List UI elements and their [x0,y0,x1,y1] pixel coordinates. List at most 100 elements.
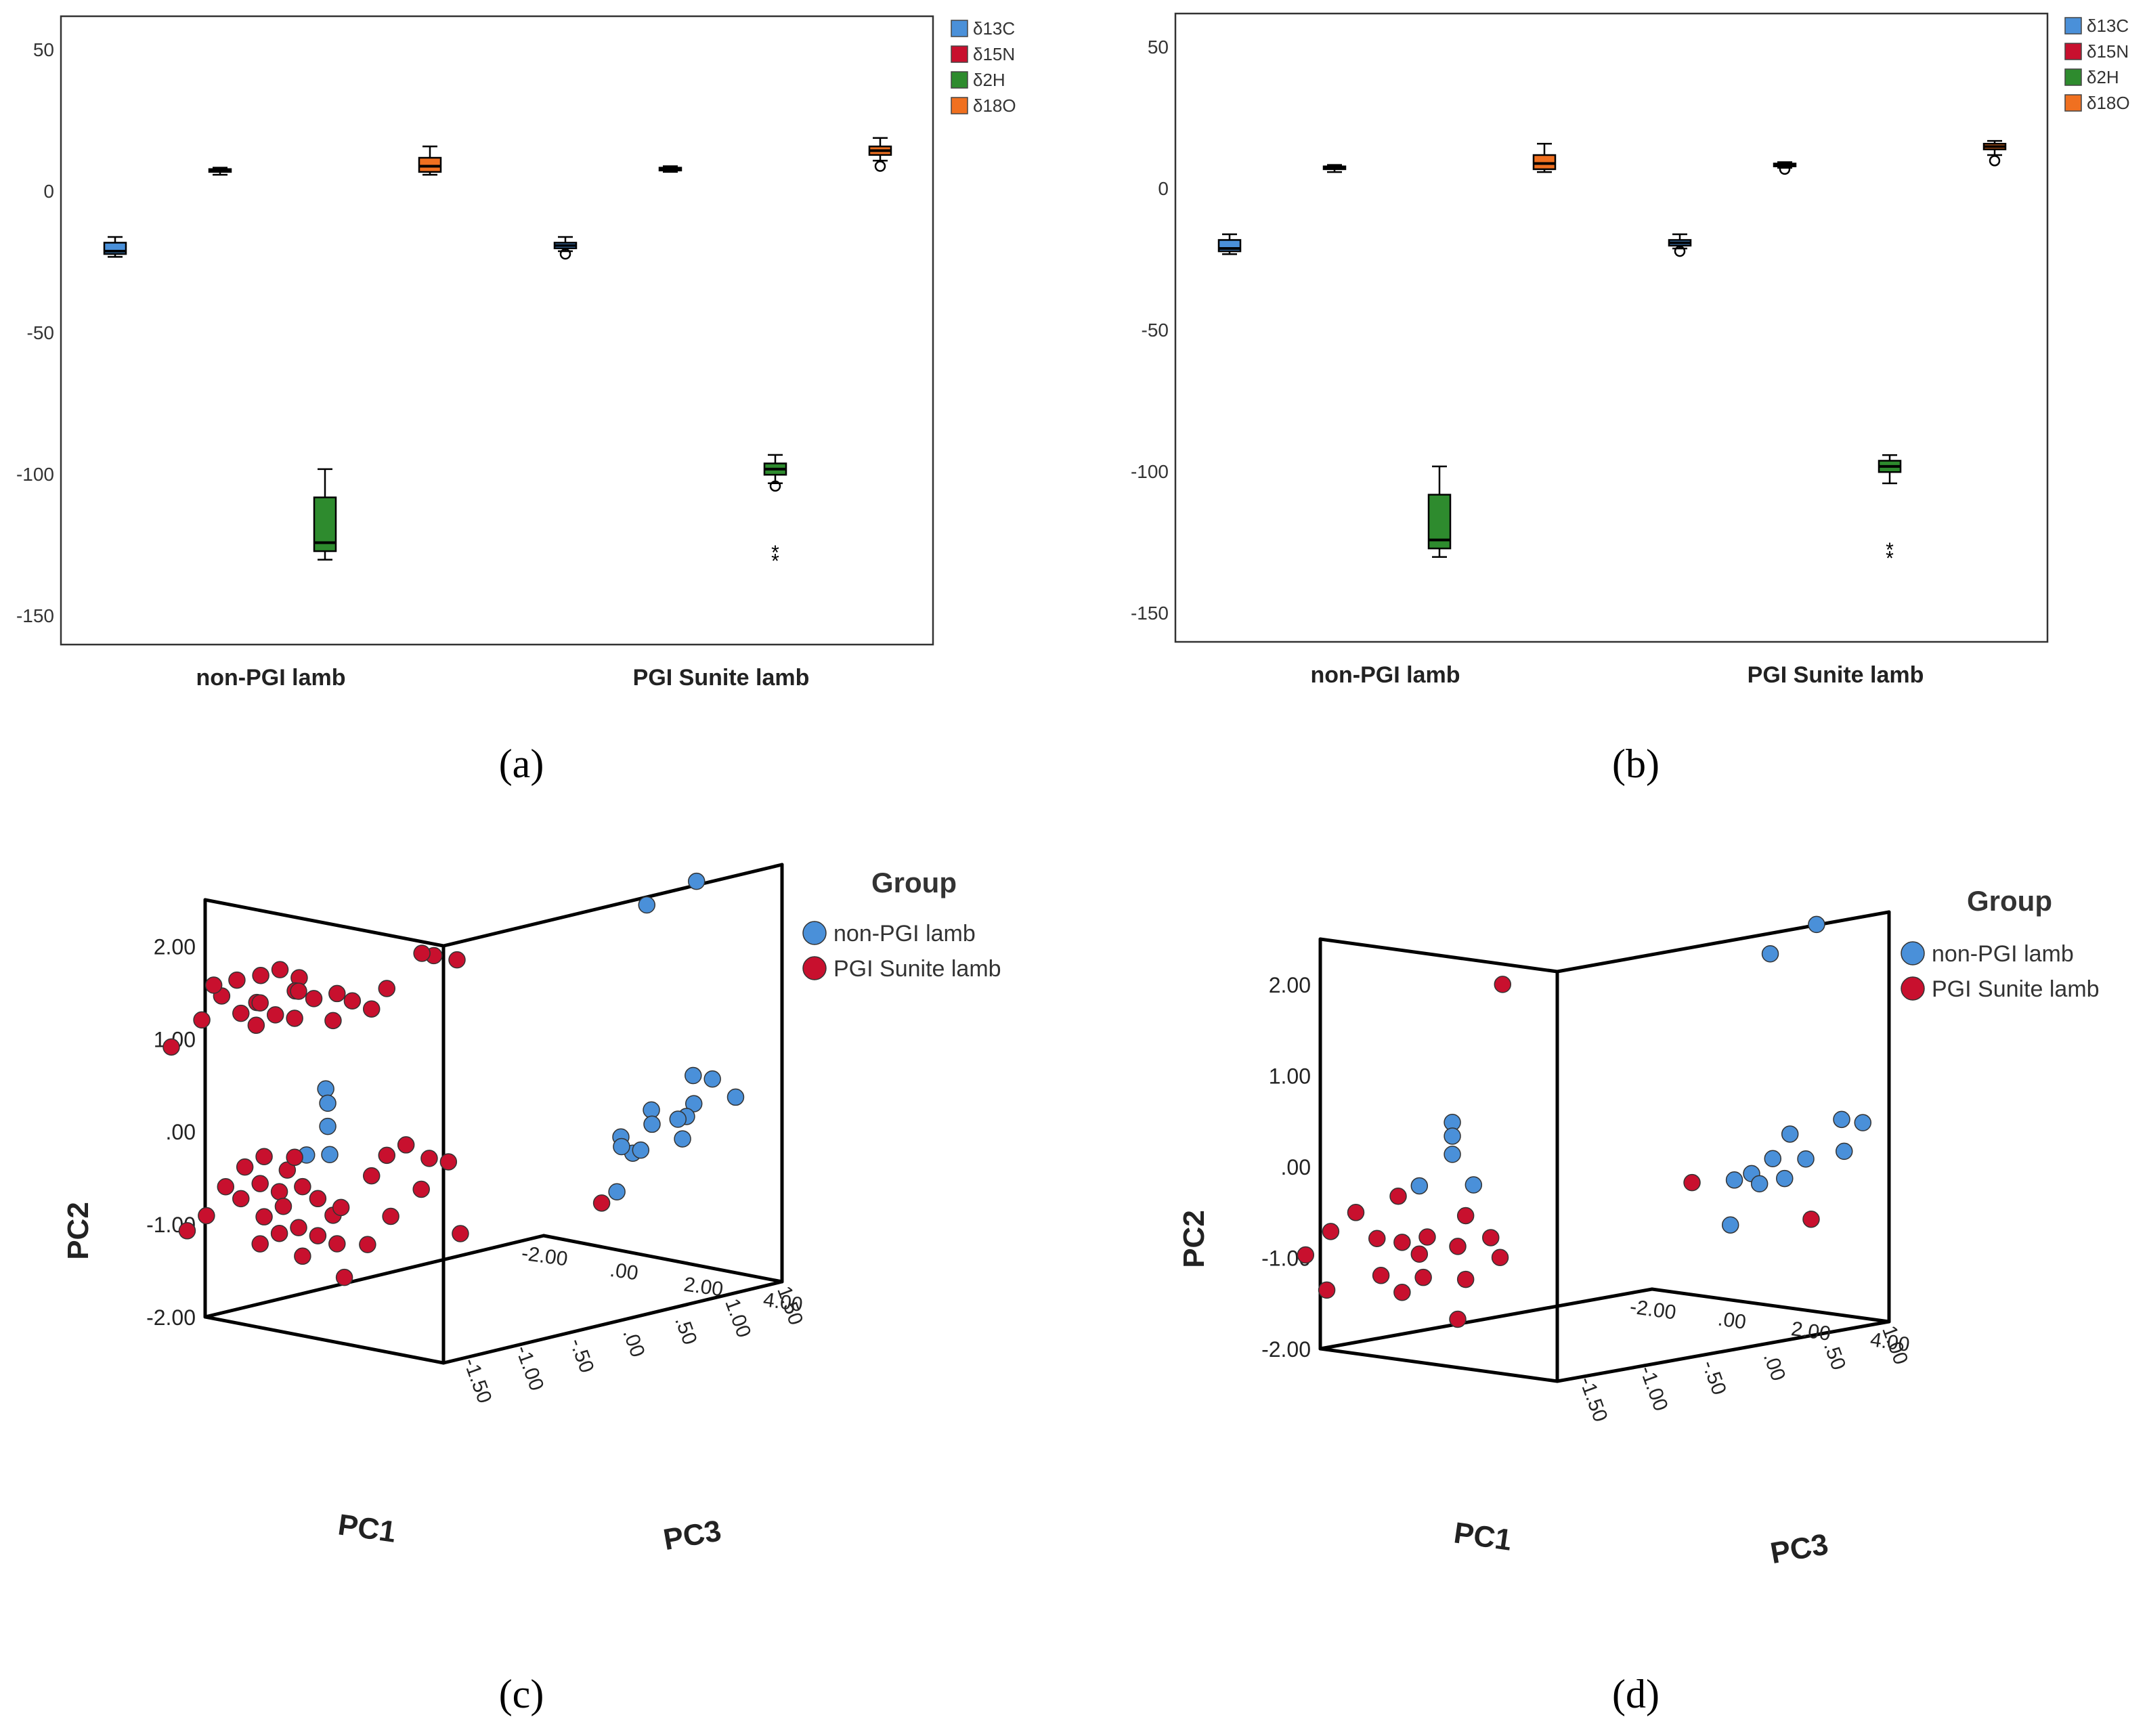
legend-label: δ13C [2087,16,2129,36]
plot-frame [1174,12,2049,643]
box [418,156,442,173]
data-point [335,1268,353,1286]
box-δ18O-1 [868,137,892,172]
data-point [1491,1249,1509,1266]
data-point [413,945,431,962]
data-point [1494,976,1512,993]
data-point [382,1207,399,1225]
data-point [1764,1150,1782,1168]
y-tick-label: -2.00 [1261,1337,1311,1362]
y-tick-label: -150 [1131,603,1169,624]
x-tick-label: 2.00 [1790,1318,1831,1345]
data-point [613,1137,630,1156]
category-label: non-PGI lamb [1311,662,1460,688]
outlier [1674,245,1686,257]
data-point [1297,1246,1315,1264]
y-tick-label: -100 [1131,461,1169,482]
panel-caption: (a) [499,741,544,786]
data-point [1393,1284,1411,1301]
back-top-edge-right [1555,910,1891,974]
data-point [294,1177,311,1196]
data-point [309,1190,327,1208]
scatter3d-panel-c: 2.001.00.00-1.00-2.00-2.00.002.004.001.5… [62,863,1001,1716]
box-δ13C-1 [553,236,578,260]
legend-swatch [951,20,968,37]
box-δ13C-0 [1217,233,1242,255]
back-top-edge-left [1318,937,1559,974]
legend-swatch [2064,68,2082,86]
data-point [359,1236,376,1253]
data-point [255,1148,273,1165]
floor-back-edge-right [441,1280,784,1365]
data-point [290,982,307,1000]
box-δ13C-0 [103,236,127,258]
axis-label-pc1: PC1 [1452,1516,1514,1557]
extreme-outlier: * [771,542,779,564]
legend-marker [1901,941,1925,965]
z-tick-label: 1.00 [720,1296,755,1341]
z-tick-label: .00 [618,1326,649,1360]
axis-label-pc2: PC2 [62,1202,95,1260]
y-tick-label: -50 [1142,320,1169,341]
data-point [270,1183,288,1200]
extreme-outlier: * [1886,547,1894,569]
data-point [251,1175,269,1192]
box-δ18O-0 [1532,143,1557,173]
outlier [1989,155,2001,167]
data-point [251,994,269,1012]
data-point [321,1146,339,1164]
outlier [874,160,886,172]
data-point [198,1207,215,1225]
data-point [1781,1125,1799,1143]
data-point [685,1095,703,1112]
data-point [1372,1267,1390,1284]
category-label: PGI Sunite lamb [633,665,810,691]
box-δ13C-1 [1668,233,1692,257]
data-point [1833,1110,1850,1129]
axis-label-pc1: PC1 [336,1508,398,1548]
z-tick-label: -1.00 [1635,1363,1672,1414]
data-point [309,1227,327,1244]
box-δ15N-1 [658,165,682,173]
series-pgi-sunite-lamb [1297,976,1820,1328]
legend-label: δ2H [973,70,1005,90]
z-tick-label: -1.50 [459,1355,496,1406]
data-point [362,1167,381,1185]
data-point [1835,1142,1853,1160]
data-point [1410,1245,1429,1263]
box-δ15N-0 [1322,164,1347,173]
data-point [1721,1216,1739,1234]
y-tick-label: 0 [43,181,54,202]
data-point [232,1004,250,1022]
plot-frame [60,15,934,646]
data-point [1808,915,1825,934]
y-tick-label: 2.00 [1269,973,1311,997]
y-tick-label: 1.00 [1269,1064,1311,1089]
floor-back-edge-right [1555,1320,1891,1383]
axis-label-pc3: PC3 [661,1514,724,1557]
floor-front-edge-left [1318,1287,1654,1351]
data-point [332,1198,350,1217]
data-point [1683,1173,1701,1192]
data-point [228,971,246,989]
legend-swatch [951,97,968,114]
data-point [726,1088,745,1106]
data-point [317,1080,334,1098]
data-point [1318,1281,1336,1299]
data-point [343,992,362,1010]
data-point [1725,1171,1743,1189]
category-label: non-PGI lamb [196,665,346,691]
legend-marker [802,956,827,980]
legend-label: non-PGI lamb [833,921,976,947]
y-tick-label: -2.00 [146,1305,196,1330]
y-tick-label: 2.00 [154,934,196,959]
y-tick-label: 50 [1148,37,1169,58]
data-point [439,1153,458,1171]
data-point [319,1094,337,1112]
y-tick-label: -100 [16,464,54,485]
data-point [378,980,396,997]
box-δ18O-1 [1982,139,2007,167]
outlier [769,480,781,492]
data-point [274,1198,292,1215]
data-point [1347,1204,1365,1221]
